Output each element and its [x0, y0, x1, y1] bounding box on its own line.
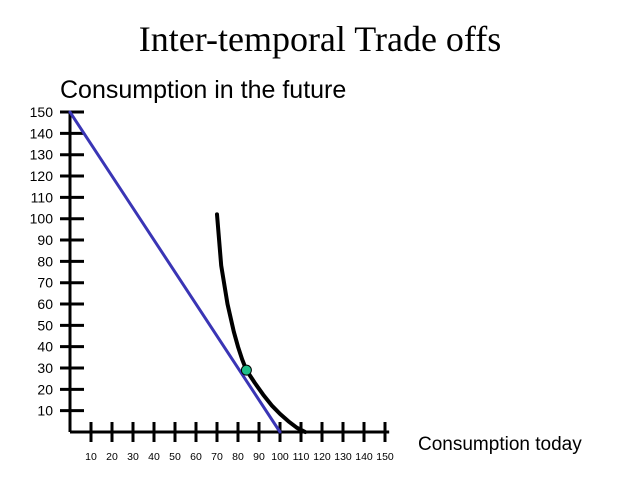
x-tick-label: 90: [253, 451, 265, 463]
y-ticks: 10 20 30 40 50 60 70 80 90 100 110 120 130 140 150: [30, 104, 84, 419]
y-tick-label: 100: [30, 211, 54, 227]
budget-line: [68, 110, 282, 434]
x-tick-label: 140: [355, 451, 373, 463]
axes: [68, 112, 390, 434]
x-tick-label: 130: [334, 451, 352, 463]
y-tick-label: 50: [37, 317, 53, 333]
x-tick-label: 30: [127, 451, 139, 463]
y-tick-label: 80: [37, 253, 53, 269]
y-tick-label: 70: [37, 275, 53, 291]
y-tick-label: 120: [30, 168, 54, 184]
x-tick-label: 110: [293, 451, 310, 463]
series-layer: [68, 110, 308, 434]
x-axis-label: Consumption today: [418, 434, 582, 455]
indifference-curve: [215, 212, 308, 434]
points-layer: [240, 364, 252, 376]
x-tick-label: 150: [376, 451, 394, 463]
y-axis-label: Consumption in the future: [60, 76, 347, 104]
x-ticks: 10 20 30 40 50 60 70 80 90 100 110 120 130 140 150: [85, 422, 394, 463]
x-tick-label: 120: [313, 451, 331, 463]
x-tick-label: 20: [106, 451, 118, 463]
x-tick-label: 50: [169, 451, 181, 463]
x-tick-label: 60: [190, 451, 202, 463]
x-tick-label: 10: [85, 451, 97, 463]
y-tick-label: 30: [37, 360, 53, 376]
chart-title: Inter-temporal Trade offs: [138, 19, 502, 59]
x-tick-label: 80: [232, 451, 244, 463]
y-tick-label: 130: [30, 147, 54, 163]
y-tick-label: 10: [37, 403, 53, 419]
y-tick-label: 20: [37, 381, 53, 397]
y-tick-label: 60: [37, 296, 53, 312]
y-tick-label: 150: [30, 104, 54, 120]
x-tick-label: 70: [211, 451, 223, 463]
y-tick-label: 110: [31, 189, 54, 205]
tangency-point: [240, 364, 252, 376]
y-tick-label: 140: [30, 125, 54, 141]
x-tick-label: 40: [148, 451, 160, 463]
y-tick-label: 90: [37, 232, 53, 248]
x-tick-label: 100: [271, 451, 289, 463]
y-tick-label: 40: [37, 339, 53, 355]
